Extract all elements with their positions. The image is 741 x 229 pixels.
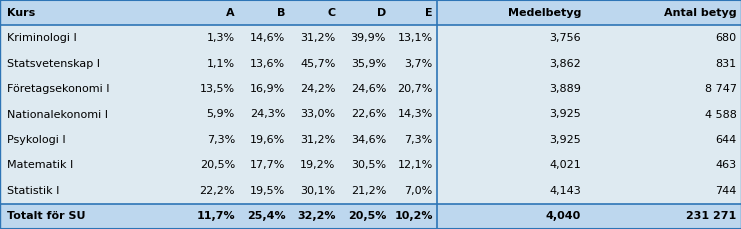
Text: 5,9%: 5,9% [207, 109, 235, 120]
Text: 35,9%: 35,9% [350, 59, 386, 69]
Bar [0, 204, 741, 229]
Bar [0, 0, 741, 25]
Text: 16,9%: 16,9% [250, 84, 285, 94]
Text: 7,3%: 7,3% [405, 135, 433, 145]
Text: 7,0%: 7,0% [405, 186, 433, 196]
Text: 3,862: 3,862 [549, 59, 581, 69]
Text: 3,7%: 3,7% [405, 59, 433, 69]
Text: 19,2%: 19,2% [300, 160, 336, 170]
Bar [0, 153, 741, 178]
Text: Statistik I: Statistik I [7, 186, 60, 196]
Bar [0, 76, 741, 102]
Bar [0, 102, 741, 127]
Text: 8 747: 8 747 [705, 84, 737, 94]
Text: 1,1%: 1,1% [207, 59, 235, 69]
Text: 30,1%: 30,1% [301, 186, 336, 196]
Text: 4 588: 4 588 [705, 109, 737, 120]
Text: 14,3%: 14,3% [397, 109, 433, 120]
Text: C: C [328, 8, 336, 18]
Text: 4,143: 4,143 [549, 186, 581, 196]
Text: 7,3%: 7,3% [207, 135, 235, 145]
Text: Medelbetyg: Medelbetyg [508, 8, 581, 18]
Text: 32,2%: 32,2% [297, 211, 336, 221]
Text: Totalt för SU: Totalt för SU [7, 211, 86, 221]
Bar [0, 25, 741, 51]
Text: 744: 744 [715, 186, 737, 196]
Text: Företagsekonomi I: Företagsekonomi I [7, 84, 110, 94]
Text: 20,7%: 20,7% [397, 84, 433, 94]
Text: 20,5%: 20,5% [348, 211, 386, 221]
Bar [0, 178, 741, 204]
Text: 3,925: 3,925 [549, 109, 581, 120]
Text: 24,3%: 24,3% [250, 109, 285, 120]
Text: 644: 644 [715, 135, 737, 145]
Text: 19,6%: 19,6% [250, 135, 285, 145]
Text: 4,021: 4,021 [549, 160, 581, 170]
Text: 34,6%: 34,6% [350, 135, 386, 145]
Text: 22,6%: 22,6% [350, 109, 386, 120]
Text: 17,7%: 17,7% [250, 160, 285, 170]
Text: Matematik I: Matematik I [7, 160, 73, 170]
Text: 24,2%: 24,2% [300, 84, 336, 94]
Text: 3,925: 3,925 [549, 135, 581, 145]
Text: Psykologi I: Psykologi I [7, 135, 66, 145]
Text: 1,3%: 1,3% [207, 33, 235, 43]
Bar [0, 127, 741, 153]
Text: D: D [377, 8, 386, 18]
Text: 12,1%: 12,1% [397, 160, 433, 170]
Text: 24,6%: 24,6% [350, 84, 386, 94]
Text: 33,0%: 33,0% [301, 109, 336, 120]
Text: 25,4%: 25,4% [247, 211, 285, 221]
Text: E: E [425, 8, 433, 18]
Text: Statsvetenskap I: Statsvetenskap I [7, 59, 101, 69]
Text: 31,2%: 31,2% [300, 135, 336, 145]
Text: B: B [277, 8, 285, 18]
Text: 39,9%: 39,9% [350, 33, 386, 43]
Text: A: A [226, 8, 235, 18]
Text: Antal betyg: Antal betyg [664, 8, 737, 18]
Text: 21,2%: 21,2% [350, 186, 386, 196]
Text: 463: 463 [715, 160, 737, 170]
Text: 13,1%: 13,1% [398, 33, 433, 43]
Text: 22,2%: 22,2% [199, 186, 235, 196]
Text: 20,5%: 20,5% [199, 160, 235, 170]
Text: Kriminologi I: Kriminologi I [7, 33, 77, 43]
Text: 231 271: 231 271 [686, 211, 737, 221]
Text: 45,7%: 45,7% [300, 59, 336, 69]
Text: 3,756: 3,756 [549, 33, 581, 43]
Text: 11,7%: 11,7% [196, 211, 235, 221]
Text: 10,2%: 10,2% [394, 211, 433, 221]
Bar [0, 51, 741, 76]
Text: 14,6%: 14,6% [250, 33, 285, 43]
Text: 831: 831 [715, 59, 737, 69]
Text: 30,5%: 30,5% [351, 160, 386, 170]
Text: 31,2%: 31,2% [300, 33, 336, 43]
Text: 19,5%: 19,5% [250, 186, 285, 196]
Text: 4,040: 4,040 [545, 211, 581, 221]
Text: 13,6%: 13,6% [250, 59, 285, 69]
Text: 13,5%: 13,5% [200, 84, 235, 94]
Text: 680: 680 [715, 33, 737, 43]
Text: Kurs: Kurs [7, 8, 36, 18]
Text: Nationalekonomi I: Nationalekonomi I [7, 109, 108, 120]
Text: 3,889: 3,889 [549, 84, 581, 94]
